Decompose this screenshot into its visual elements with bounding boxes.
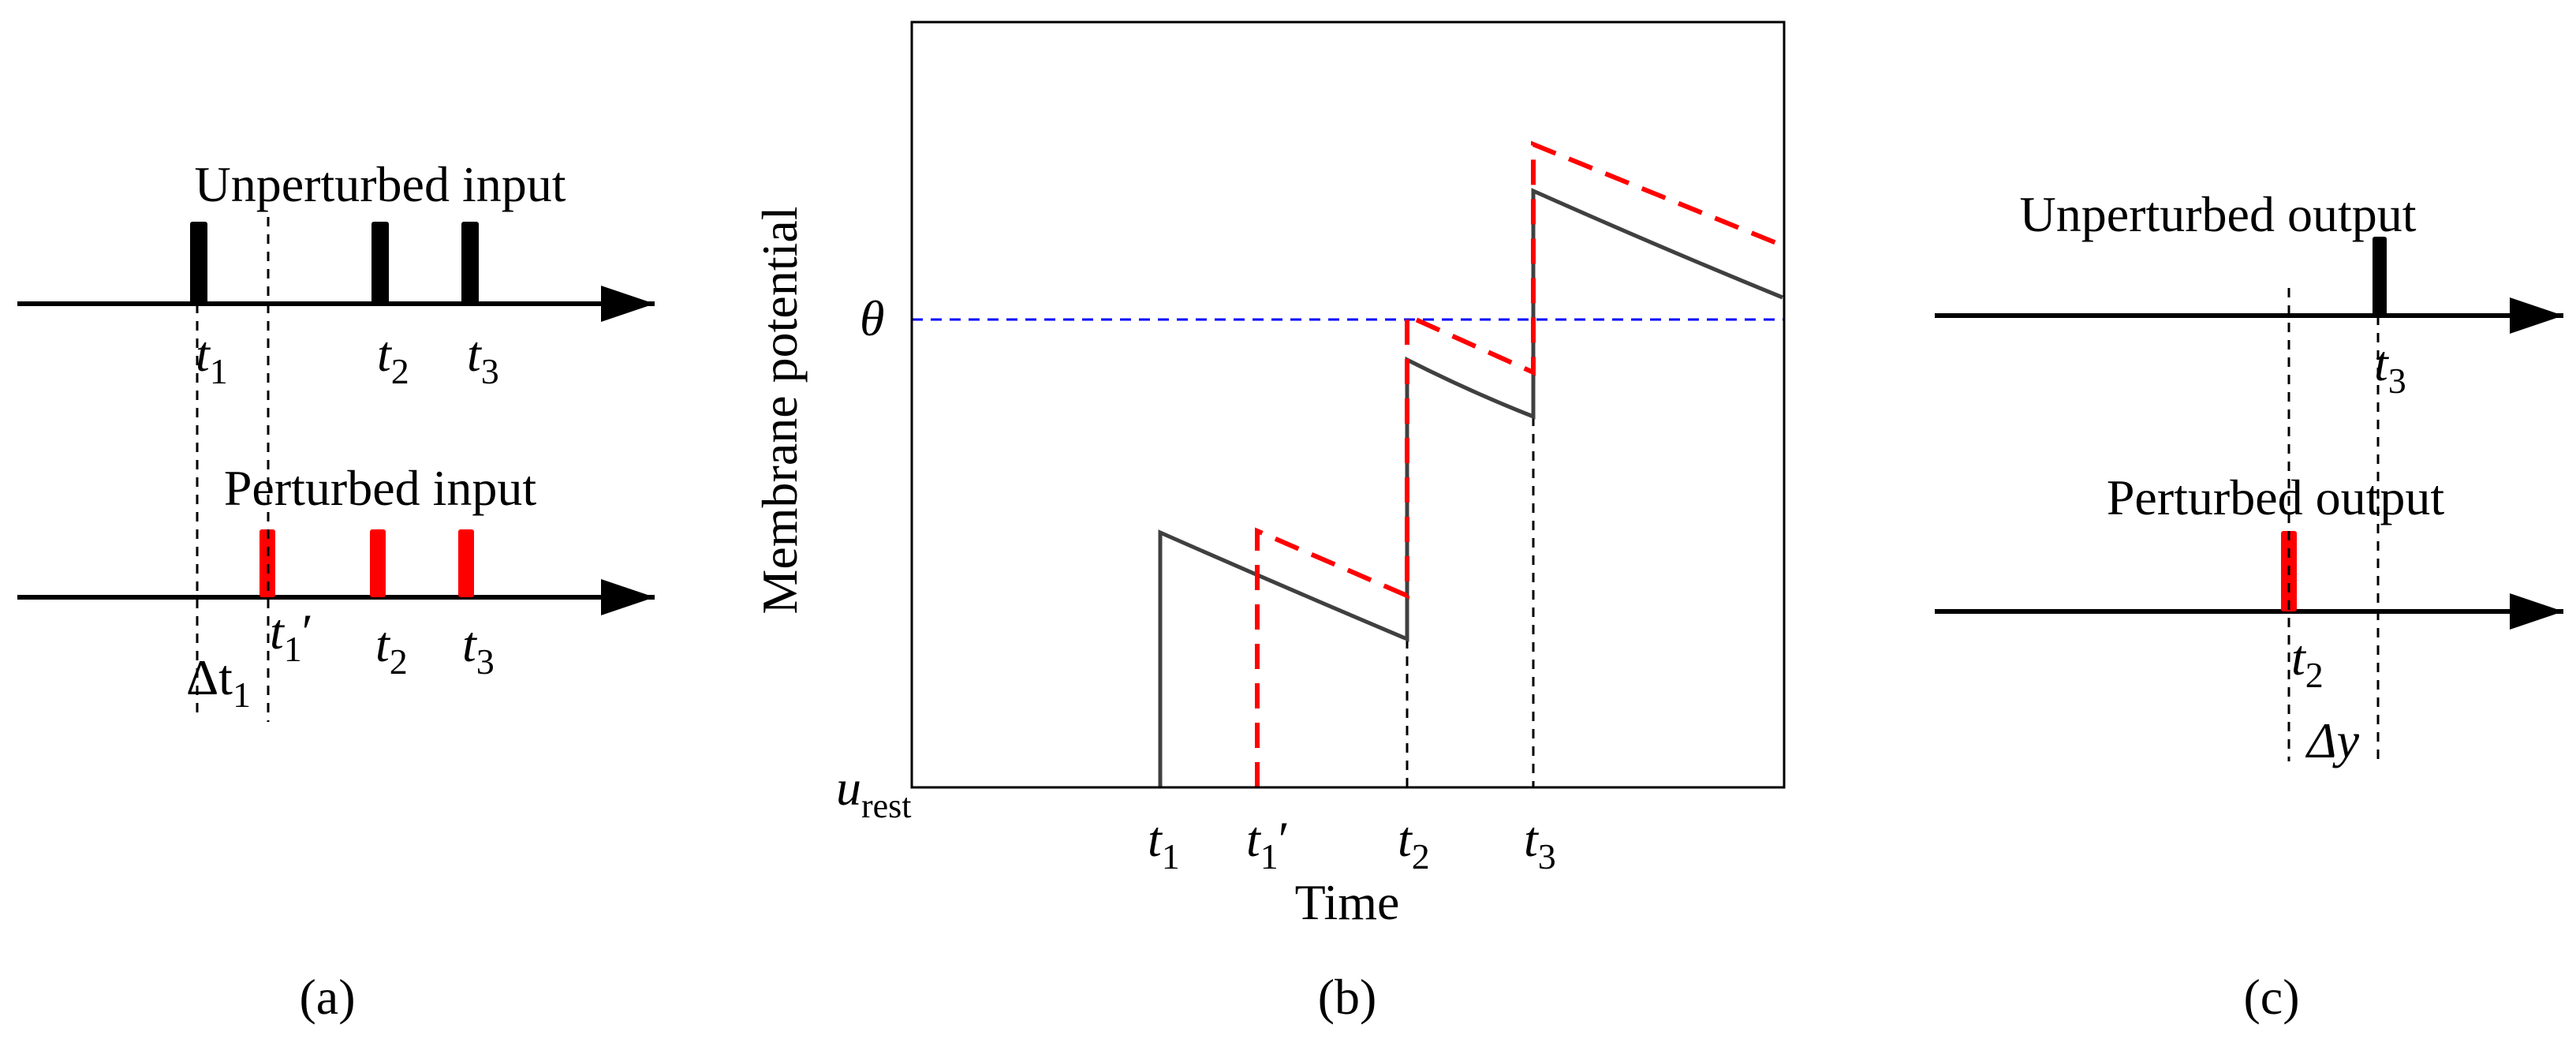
x-axis-label: Time [1295, 874, 1400, 930]
panel-a: Unperturbed input t1 t2 t3 Perturbed inp… [17, 156, 655, 1025]
input-tick-t1: t1 [196, 326, 228, 391]
perturbed-tick-t1-prime: t1′ [270, 604, 313, 669]
input-spike-t3 [461, 222, 479, 304]
x-tick-t1-prime: t1′ [1246, 811, 1290, 877]
perturbed-input-title: Perturbed input [224, 460, 537, 516]
x-tick-t1: t1 [1148, 811, 1180, 877]
u-rest-label: urest [836, 760, 912, 825]
perturbed-output-title: Perturbed output [2107, 469, 2445, 525]
y-axis-label: Membrane potential [752, 206, 808, 614]
x-tick-t2: t2 [1398, 811, 1430, 877]
output-spike-t3 [2373, 237, 2387, 316]
perturbed-spike-t1-prime [259, 529, 275, 597]
unperturbed-potential-trace [1158, 188, 1783, 787]
perturbed-spike-t2 [370, 529, 386, 597]
perturbed-tick-t2: t2 [375, 616, 408, 682]
input-spike-t1 [190, 222, 207, 304]
panel-b: Membrane potential θ urest t1 t1′ t2 t3 … [752, 21, 1786, 1025]
unperturbed-output-title: Unperturbed output [2020, 186, 2417, 242]
output-axis-unperturbed-arrow [2510, 297, 2563, 334]
delta-t1-label: Δt1 [186, 649, 251, 715]
input-tick-t2: t2 [377, 326, 409, 391]
plot-frame [910, 21, 1786, 789]
perturbed-tick-t3: t3 [462, 616, 495, 682]
panel-c: Unperturbed output t3 Perturbed output t… [1935, 186, 2563, 1025]
output-tick-t3: t3 [2374, 335, 2406, 401]
perturbed-potential-trace [1255, 140, 1786, 787]
panel-a-label: (a) [299, 969, 355, 1025]
x-tick-t3: t3 [1524, 811, 1556, 877]
perturbed-spike-t3 [458, 529, 474, 597]
panel-b-label: (b) [1318, 969, 1377, 1025]
theta-label: θ [860, 290, 884, 346]
output-axis-perturbed-arrow [2510, 593, 2563, 630]
input-axis-perturbed-arrow [601, 579, 655, 615]
input-spike-t2 [371, 222, 389, 304]
unperturbed-input-title: Unperturbed input [195, 156, 566, 212]
panel-c-label: (c) [2243, 969, 2299, 1025]
delta-y-label: Δy [2305, 712, 2360, 768]
input-tick-t3: t3 [467, 326, 499, 391]
input-axis-unperturbed-arrow [601, 286, 655, 322]
output-tick-t2: t2 [2291, 630, 2324, 695]
